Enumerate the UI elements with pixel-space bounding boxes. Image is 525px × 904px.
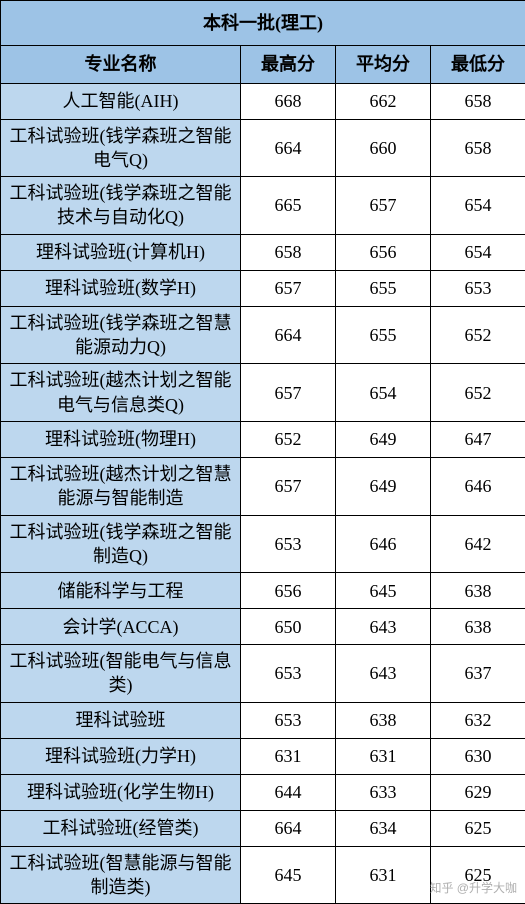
min-score-cell: 647 (431, 421, 525, 457)
min-score-cell: 629 (431, 774, 525, 810)
avg-score-cell: 643 (336, 609, 431, 645)
avg-score-cell: 646 (336, 515, 431, 573)
max-score-cell: 658 (241, 234, 336, 270)
table-row: 工科试验班(钱学森班之智慧能源动力Q)664655652 (1, 306, 525, 364)
min-score-cell: 625 (431, 846, 525, 904)
min-score-cell: 625 (431, 810, 525, 846)
table-row: 人工智能(AIH)668662658 (1, 83, 525, 119)
max-score-cell: 664 (241, 119, 336, 177)
major-name-cell: 人工智能(AIH) (1, 83, 241, 119)
max-score-cell: 664 (241, 810, 336, 846)
header-min-score: 最低分 (431, 46, 525, 83)
min-score-cell: 658 (431, 83, 525, 119)
table-row: 工科试验班(钱学森班之智能制造Q)653646642 (1, 515, 525, 573)
min-score-cell: 642 (431, 515, 525, 573)
table-row: 工科试验班(智能电气与信息类)653643637 (1, 645, 525, 703)
table-row: 工科试验班(越杰计划之智能电气与信息类Q)657654652 (1, 364, 525, 422)
table-row: 储能科学与工程656645638 (1, 573, 525, 609)
min-score-cell: 654 (431, 234, 525, 270)
major-name-cell: 工科试验班(钱学森班之智慧能源动力Q) (1, 306, 241, 364)
max-score-cell: 657 (241, 364, 336, 422)
major-name-cell: 工科试验班(经管类) (1, 810, 241, 846)
max-score-cell: 668 (241, 83, 336, 119)
major-name-cell: 工科试验班(智能电气与信息类) (1, 645, 241, 703)
major-name-cell: 理科试验班(数学H) (1, 270, 241, 306)
min-score-cell: 658 (431, 119, 525, 177)
table-row: 工科试验班(越杰计划之智慧能源与智能制造657649646 (1, 457, 525, 515)
avg-score-cell: 631 (336, 846, 431, 904)
max-score-cell: 650 (241, 609, 336, 645)
avg-score-cell: 643 (336, 645, 431, 703)
max-score-cell: 656 (241, 573, 336, 609)
min-score-cell: 652 (431, 364, 525, 422)
score-table: 本科一批(理工) 专业名称 最高分 平均分 最低分 人工智能(AIH)66866… (0, 0, 525, 904)
avg-score-cell: 655 (336, 270, 431, 306)
min-score-cell: 638 (431, 573, 525, 609)
min-score-cell: 653 (431, 270, 525, 306)
avg-score-cell: 654 (336, 364, 431, 422)
table-row: 理科试验班(计算机H)658656654 (1, 234, 525, 270)
major-name-cell: 工科试验班(越杰计划之智能电气与信息类Q) (1, 364, 241, 422)
avg-score-cell: 649 (336, 457, 431, 515)
avg-score-cell: 655 (336, 306, 431, 364)
max-score-cell: 652 (241, 421, 336, 457)
major-name-cell: 会计学(ACCA) (1, 609, 241, 645)
major-name-cell: 工科试验班(钱学森班之智能电气Q) (1, 119, 241, 177)
avg-score-cell: 634 (336, 810, 431, 846)
table-row: 理科试验班(物理H)652649647 (1, 421, 525, 457)
max-score-cell: 664 (241, 306, 336, 364)
header-major-name: 专业名称 (1, 46, 241, 83)
min-score-cell: 632 (431, 702, 525, 738)
major-name-cell: 储能科学与工程 (1, 573, 241, 609)
min-score-cell: 654 (431, 177, 525, 235)
max-score-cell: 657 (241, 457, 336, 515)
max-score-cell: 665 (241, 177, 336, 235)
major-name-cell: 工科试验班(越杰计划之智慧能源与智能制造 (1, 457, 241, 515)
avg-score-cell: 660 (336, 119, 431, 177)
major-name-cell: 工科试验班(智慧能源与智能制造类) (1, 846, 241, 904)
avg-score-cell: 645 (336, 573, 431, 609)
table-row: 理科试验班(化学生物H)644633629 (1, 774, 525, 810)
max-score-cell: 657 (241, 270, 336, 306)
header-avg-score: 平均分 (336, 46, 431, 83)
header-row: 专业名称 最高分 平均分 最低分 (1, 46, 525, 83)
major-name-cell: 理科试验班(物理H) (1, 421, 241, 457)
table-row: 理科试验班(力学H)631631630 (1, 738, 525, 774)
max-score-cell: 653 (241, 515, 336, 573)
major-name-cell: 理科试验班(计算机H) (1, 234, 241, 270)
avg-score-cell: 631 (336, 738, 431, 774)
max-score-cell: 631 (241, 738, 336, 774)
avg-score-cell: 657 (336, 177, 431, 235)
avg-score-cell: 656 (336, 234, 431, 270)
table-row: 工科试验班(智慧能源与智能制造类)645631625 (1, 846, 525, 904)
major-name-cell: 理科试验班(化学生物H) (1, 774, 241, 810)
avg-score-cell: 638 (336, 702, 431, 738)
avg-score-cell: 662 (336, 83, 431, 119)
avg-score-cell: 633 (336, 774, 431, 810)
min-score-cell: 646 (431, 457, 525, 515)
table-title: 本科一批(理工) (1, 1, 525, 46)
avg-score-cell: 649 (336, 421, 431, 457)
header-max-score: 最高分 (241, 46, 336, 83)
min-score-cell: 652 (431, 306, 525, 364)
major-name-cell: 工科试验班(钱学森班之智能技术与自动化Q) (1, 177, 241, 235)
table-row: 工科试验班(钱学森班之智能电气Q)664660658 (1, 119, 525, 177)
min-score-cell: 637 (431, 645, 525, 703)
table-row: 理科试验班653638632 (1, 702, 525, 738)
max-score-cell: 644 (241, 774, 336, 810)
table-row: 工科试验班(钱学森班之智能技术与自动化Q)665657654 (1, 177, 525, 235)
major-name-cell: 理科试验班 (1, 702, 241, 738)
min-score-cell: 630 (431, 738, 525, 774)
major-name-cell: 工科试验班(钱学森班之智能制造Q) (1, 515, 241, 573)
min-score-cell: 638 (431, 609, 525, 645)
max-score-cell: 653 (241, 702, 336, 738)
table-row: 会计学(ACCA)650643638 (1, 609, 525, 645)
max-score-cell: 653 (241, 645, 336, 703)
table-row: 理科试验班(数学H)657655653 (1, 270, 525, 306)
max-score-cell: 645 (241, 846, 336, 904)
title-row: 本科一批(理工) (1, 1, 525, 46)
major-name-cell: 理科试验班(力学H) (1, 738, 241, 774)
table-row: 工科试验班(经管类)664634625 (1, 810, 525, 846)
